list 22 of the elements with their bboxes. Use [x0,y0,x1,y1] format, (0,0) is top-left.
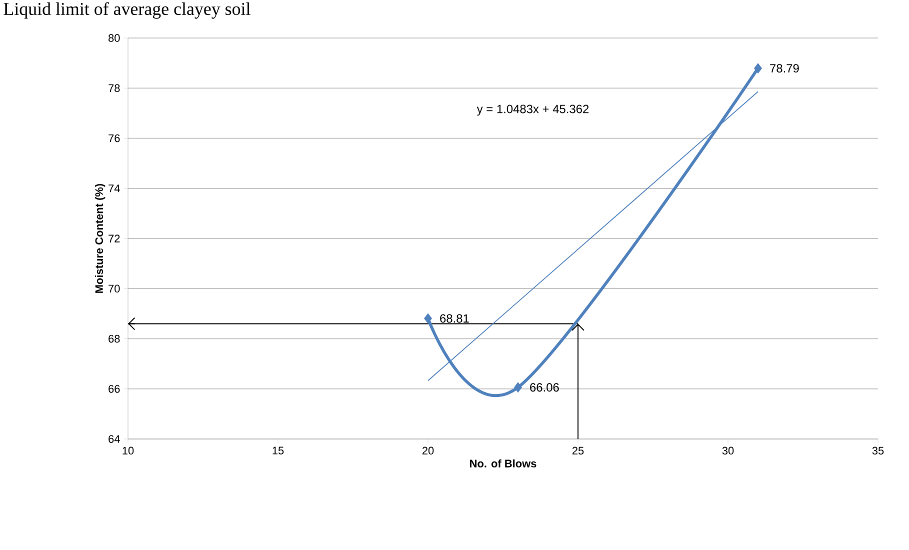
x-tick-label: 10 [122,446,134,455]
x-tick-label: 25 [572,446,584,455]
x-tick-label: 20 [422,446,434,455]
x-tick-label: 30 [722,446,734,455]
chart-title: Liquid limit of average clayey soil [4,2,250,19]
y-tick-label: 68 [108,334,120,343]
data-label: 68.81 [440,314,469,323]
y-tick-label: 76 [108,134,120,142]
y-tick-label: 64 [108,435,120,443]
data-label: 66.06 [530,383,559,392]
y-tick-label: 66 [108,385,120,393]
y-axis-title: Moisture Content (%) [94,184,106,293]
x-axis-title: No. of Blows [470,459,536,468]
y-tick-label: 80 [108,34,120,42]
x-tick-label: 35 [872,446,884,455]
data-label: 78.79 [770,64,799,73]
annotation: y = 1.0483x + 45.362 [476,104,589,116]
y-tick-label: 70 [108,284,120,293]
y-tick-label: 72 [108,234,120,242]
x-tick-label: 15 [272,446,284,454]
y-tick-label: 78 [108,84,120,92]
y-tick-label: 74 [108,184,120,192]
